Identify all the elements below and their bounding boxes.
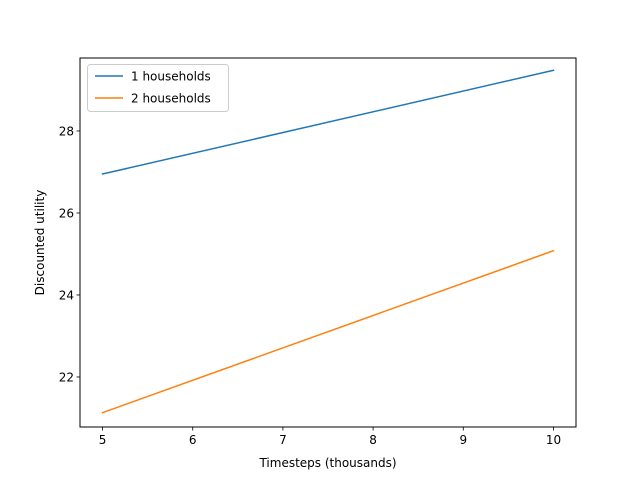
x-axis-label: Timesteps (thousands): [258, 456, 396, 470]
x-tick-label: 9: [459, 433, 467, 447]
y-tick-label: 22: [59, 370, 74, 384]
y-tick-label: 24: [59, 288, 74, 302]
y-tick-label: 26: [59, 206, 74, 220]
y-tick-label: 28: [59, 124, 74, 138]
legend: 1 households 2 households: [87, 64, 229, 112]
x-tick-label: 7: [279, 433, 287, 447]
series-line-2: [101, 249, 555, 414]
x-tick-label: 5: [99, 433, 107, 447]
legend-label-2-households: 2 households: [131, 92, 211, 106]
x-tick-label: 6: [189, 433, 197, 447]
legend-label-1-households: 1 households: [131, 70, 211, 84]
y-axis-ticks: 22 24 26 28: [59, 124, 80, 384]
x-axis-ticks: 5 6 7 8 9 10: [99, 427, 561, 447]
plot-frame: [79, 57, 577, 428]
y-axis-label: Discounted utility: [33, 190, 47, 296]
x-tick-label: 8: [369, 433, 377, 447]
series-line-1: [101, 69, 555, 175]
x-tick-label: 10: [546, 433, 561, 447]
series-layer: [101, 69, 555, 414]
